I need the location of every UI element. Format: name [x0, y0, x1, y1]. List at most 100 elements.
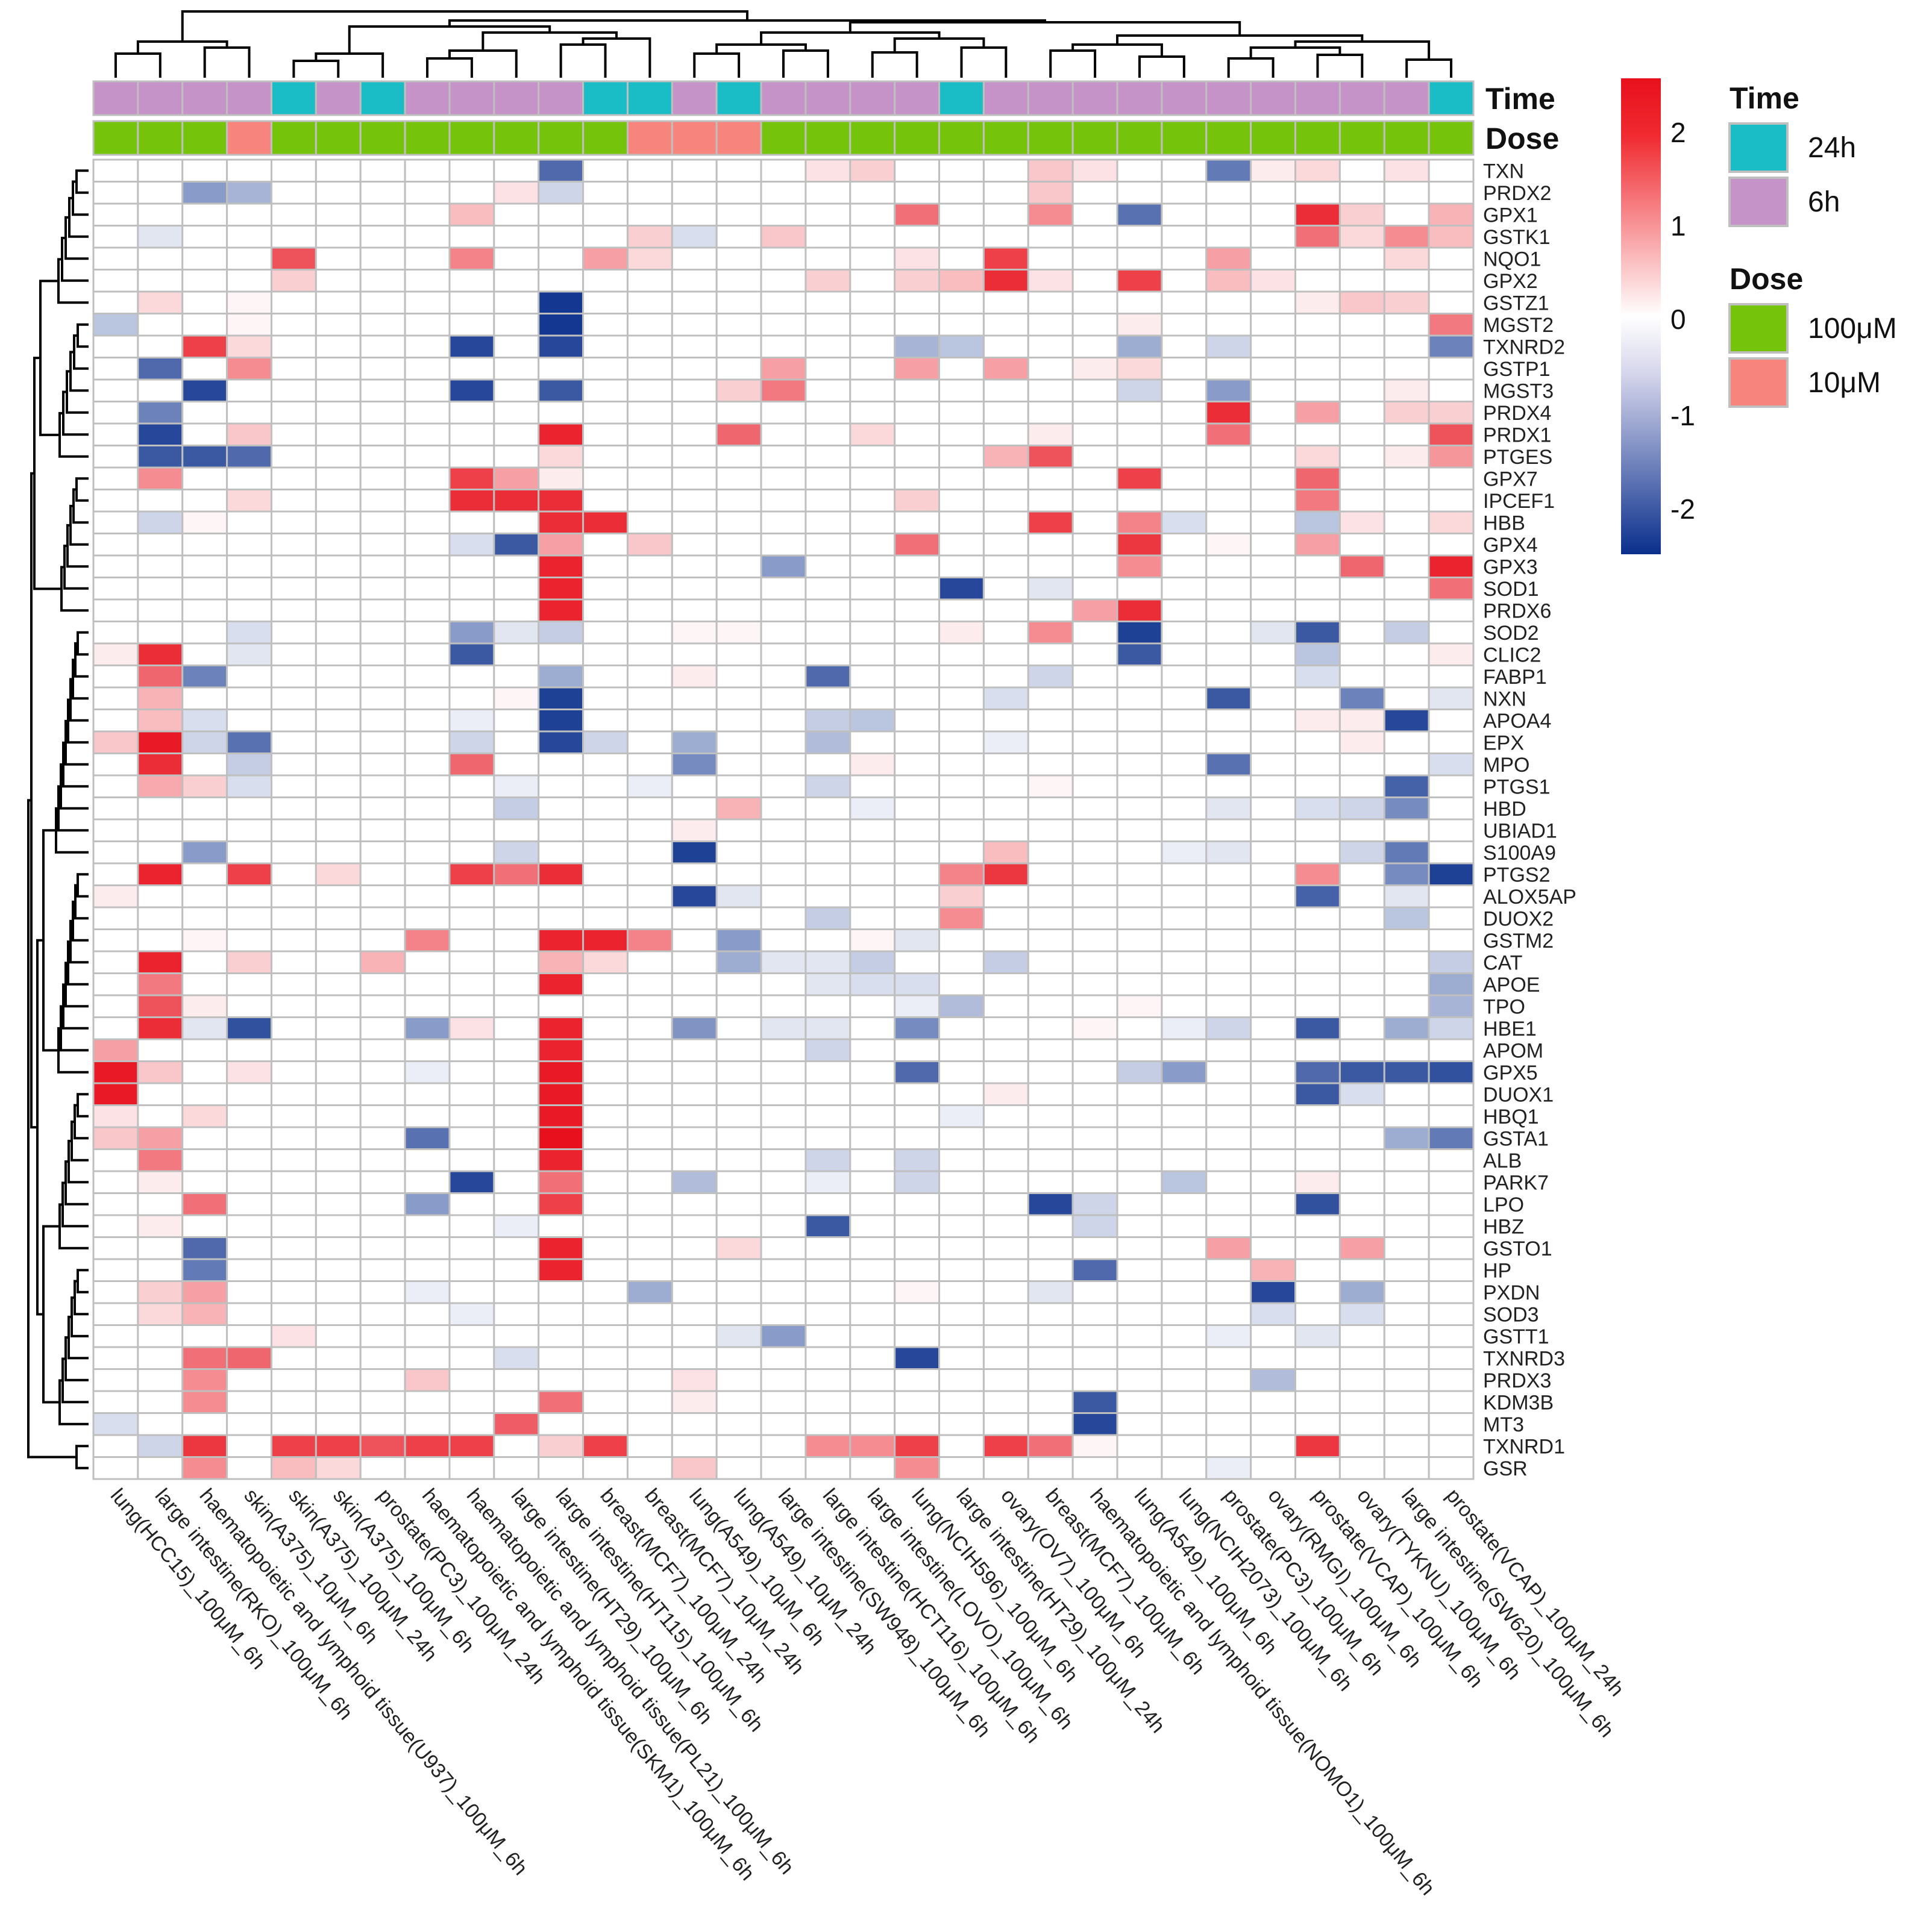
heatmap-cell: [582, 1060, 629, 1084]
heatmap-cell: [1294, 686, 1341, 710]
heatmap-cell: [315, 1258, 362, 1282]
heatmap-cell: [1383, 1082, 1430, 1106]
heatmap-cell: [181, 686, 228, 710]
heatmap-cell: [1027, 445, 1074, 469]
heatmap-cell: [404, 378, 451, 402]
heatmap-cell: [1294, 445, 1341, 469]
heatmap-cell: [270, 1214, 317, 1238]
heatmap-cell: [493, 972, 540, 996]
heatmap-cell: [315, 1016, 362, 1040]
heatmap-cell: [1205, 1170, 1252, 1194]
heatmap-cell: [1161, 378, 1208, 402]
heatmap-cell: [849, 774, 896, 798]
heatmap-cell: [448, 422, 495, 446]
heatmap-cell: [1027, 577, 1074, 601]
dendrogram-branch: [448, 49, 518, 78]
heatmap-cell: [1116, 730, 1163, 754]
heatmap-cell: [938, 1016, 985, 1040]
heatmap-cell: [1071, 884, 1118, 909]
heatmap-cell: [404, 1346, 451, 1370]
heatmap-cell: [982, 1104, 1029, 1128]
heatmap-cell: [982, 1016, 1029, 1040]
heatmap-cell: [1383, 422, 1430, 446]
heatmap-cell: [938, 181, 985, 205]
time-legend-label: 24h: [1808, 132, 1856, 164]
heatmap-cell: [137, 1456, 184, 1480]
heatmap-cell: [1205, 1082, 1252, 1106]
row-label: GPX4: [1483, 534, 1538, 557]
heatmap-cell: [493, 533, 540, 557]
heatmap-cell: [1250, 357, 1297, 381]
heatmap-cell: [1428, 994, 1475, 1018]
heatmap-cell: [92, 818, 139, 842]
heatmap-cell: [804, 752, 852, 777]
heatmap-cell: [1027, 906, 1074, 930]
heatmap-cell: [1250, 1038, 1297, 1062]
dendrogram-branch: [42, 829, 58, 1052]
heatmap-cell: [448, 1104, 495, 1128]
heatmap-cell: [849, 1148, 896, 1172]
heatmap-cell: [715, 1434, 762, 1458]
heatmap-cell: [137, 158, 184, 183]
row-label: TPO: [1483, 995, 1525, 1018]
heatmap-cell: [849, 577, 896, 601]
heatmap-cell: [938, 665, 985, 689]
heatmap-cell: [849, 1170, 896, 1194]
time-annotation-cell: [92, 80, 139, 116]
heatmap-cell: [1383, 774, 1430, 798]
heatmap-cell: [671, 1324, 718, 1348]
heatmap-cell: [626, 1412, 673, 1436]
heatmap-cell: [493, 950, 540, 974]
heatmap-cell: [849, 642, 896, 666]
heatmap-cell: [849, 1412, 896, 1436]
heatmap-cell: [92, 533, 139, 557]
heatmap-cell: [137, 202, 184, 227]
heatmap-cell: [1338, 928, 1385, 952]
heatmap-cell: [760, 1016, 807, 1040]
heatmap-cell: [1161, 181, 1208, 205]
heatmap-cell: [894, 906, 941, 930]
heatmap-cell: [582, 994, 629, 1018]
heatmap-cell: [1383, 730, 1430, 754]
heatmap-cell: [1338, 1192, 1385, 1216]
heatmap-cell: [1071, 489, 1118, 513]
dose-annotation-cell: [1161, 120, 1208, 156]
row-label: UBIAD1: [1483, 819, 1557, 842]
dendrogram-branch: [1138, 55, 1185, 78]
heatmap-cell: [1205, 181, 1252, 205]
heatmap-cell: [760, 1346, 807, 1370]
heatmap-cell: [982, 796, 1029, 821]
time-annotation-cell: [315, 80, 362, 116]
heatmap-cell: [982, 1148, 1029, 1172]
heatmap-cell: [938, 774, 985, 798]
heatmap-cell: [1338, 466, 1385, 490]
heatmap-cell: [804, 510, 852, 534]
heatmap-cell: [849, 621, 896, 645]
heatmap-cell: [982, 1192, 1029, 1216]
row-label: GSTO1: [1483, 1237, 1552, 1260]
heatmap-cell: [226, 665, 272, 689]
heatmap-cell: [404, 1214, 451, 1238]
heatmap-cell: [1294, 577, 1341, 601]
heatmap-cell: [270, 1434, 317, 1458]
dendrogram-branch: [75, 477, 89, 502]
dose-legend-label: 10μM: [1808, 367, 1881, 399]
heatmap-cell: [493, 818, 540, 842]
heatmap-cell: [270, 510, 317, 534]
heatmap-cell: [1428, 1214, 1475, 1238]
heatmap-cell: [938, 158, 985, 183]
heatmap-cell: [404, 225, 451, 249]
heatmap-cell: [671, 1016, 718, 1040]
heatmap-cell: [1338, 1456, 1385, 1480]
heatmap-cell: [1250, 972, 1297, 996]
heatmap-cell: [982, 598, 1029, 622]
heatmap-cell: [137, 313, 184, 337]
heatmap-cell: [92, 1456, 139, 1480]
heatmap-cell: [1205, 621, 1252, 645]
heatmap-cell: [1161, 290, 1208, 314]
heatmap-cell: [359, 752, 406, 777]
heatmap-cell: [671, 334, 718, 358]
heatmap-cell: [1205, 269, 1252, 293]
heatmap-cell: [315, 818, 362, 842]
heatmap-cell: [1027, 1456, 1074, 1480]
